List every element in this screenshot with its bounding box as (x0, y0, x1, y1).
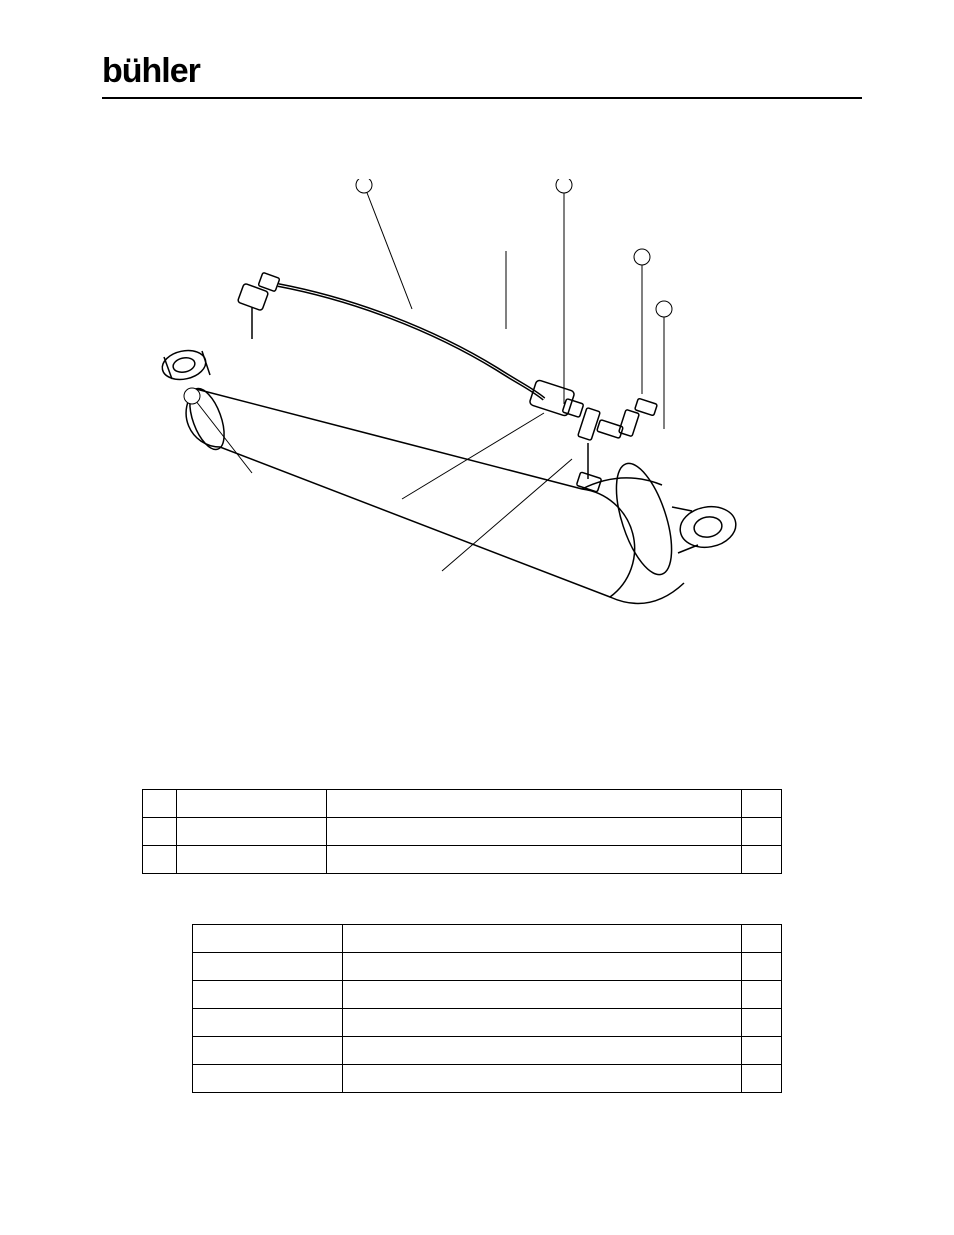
t1-part (177, 846, 327, 874)
t1-qty (742, 846, 782, 874)
t2-part (193, 981, 343, 1009)
t2-desc (343, 1009, 742, 1037)
t1-part (177, 818, 327, 846)
t1-ref (143, 846, 177, 874)
t1-qty (742, 790, 782, 818)
t1-part (177, 790, 327, 818)
t2-part (193, 1009, 343, 1037)
t2-part (193, 1065, 343, 1093)
t1-ref (143, 790, 177, 818)
t1-desc (327, 846, 742, 874)
t2-desc (343, 925, 742, 953)
t2-desc (343, 1065, 742, 1093)
parts-table-2 (192, 924, 782, 1093)
t2-part (193, 925, 343, 953)
t2-qty (742, 1065, 782, 1093)
t2-part (193, 953, 343, 981)
t1-qty (742, 818, 782, 846)
t2-qty (742, 1009, 782, 1037)
brand-logo: bühler (102, 52, 876, 91)
t2-qty (742, 925, 782, 953)
t2-qty (742, 953, 782, 981)
t2-desc (343, 981, 742, 1009)
t2-part (193, 1037, 343, 1065)
t2-desc (343, 953, 742, 981)
header-rule (102, 97, 862, 99)
t2-qty (742, 981, 782, 1009)
cylinder-diagram (102, 179, 862, 759)
t1-ref (143, 818, 177, 846)
t1-desc (327, 818, 742, 846)
t2-qty (742, 1037, 782, 1065)
t2-desc (343, 1037, 742, 1065)
parts-table-1 (142, 789, 782, 874)
t1-desc (327, 790, 742, 818)
